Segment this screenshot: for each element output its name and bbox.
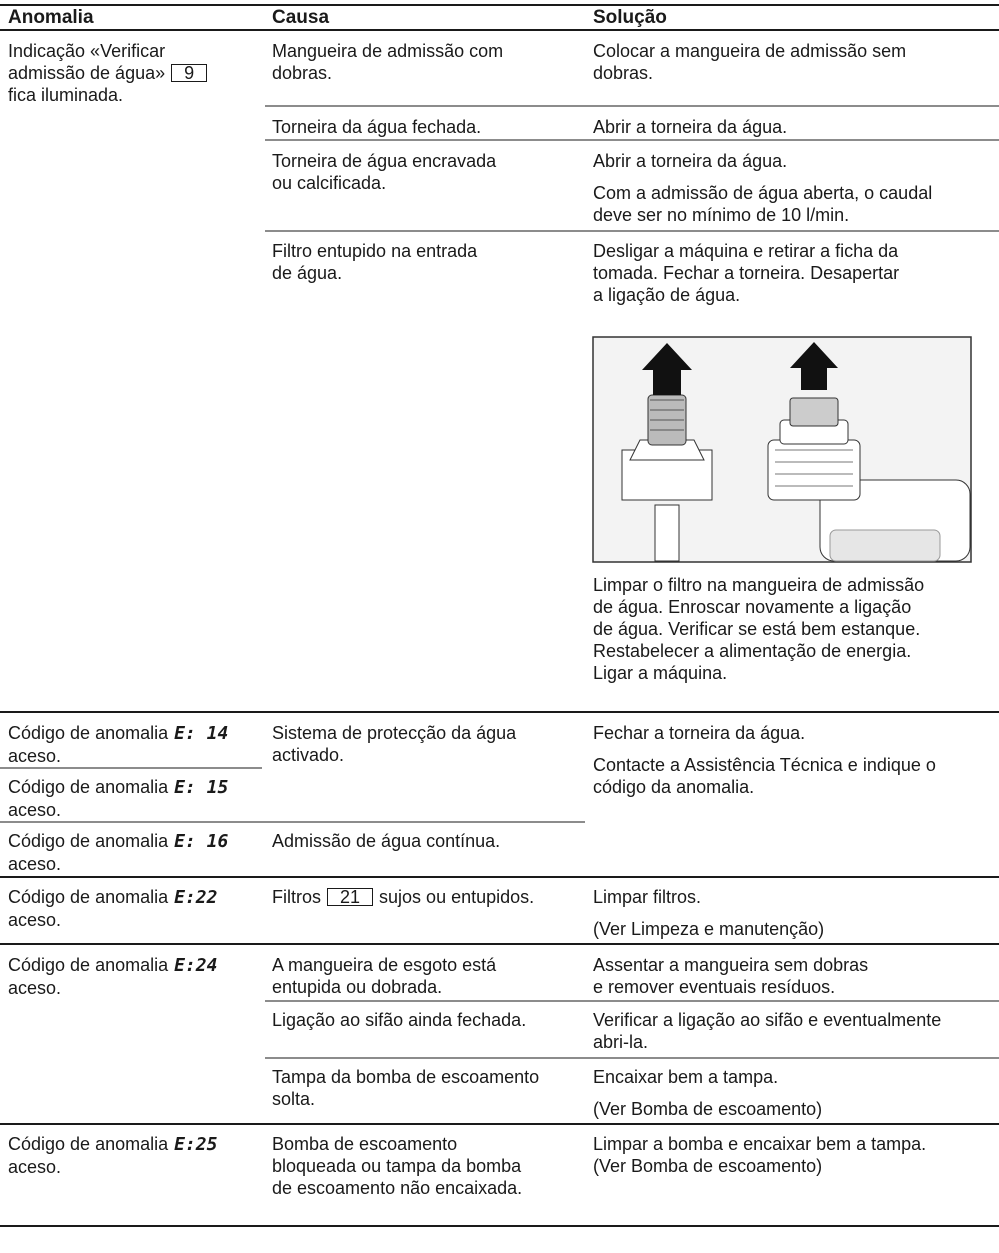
solution: Fechar a torneira da água.: [593, 723, 806, 743]
solution: Contacte a Assistência Técnica e indique…: [593, 755, 936, 797]
cause: Torneira de água encravada ou calcificad…: [272, 151, 497, 193]
anomaly-text: Código de anomalia: [8, 831, 169, 851]
anomaly-text: aceso.: [8, 978, 62, 998]
anomaly-text: Código de anomalia: [8, 1134, 169, 1154]
cause: Tampa da bomba de escoamento solta.: [272, 1067, 540, 1109]
error-code: E: 15: [174, 777, 229, 798]
column-header: Solução: [593, 7, 667, 28]
error-code: E:22: [174, 887, 218, 908]
solution: Verificar a ligação ao sifão e eventualm…: [593, 1010, 942, 1052]
reference: 9: [171, 64, 208, 82]
anomaly-text: Indicação «Verificar admissão de água»: [8, 41, 166, 83]
column-header: Causa: [272, 7, 330, 28]
anomaly: Código de anomalia E: 15 aceso.: [8, 776, 228, 821]
cause: Filtro entupido na entrada de água.: [272, 241, 478, 283]
reference: 21: [327, 888, 374, 906]
filter-illustration: [592, 336, 972, 563]
solution: (Ver Bomba de escoamento): [593, 1099, 823, 1119]
anomaly-text: fica iluminada.: [8, 85, 124, 105]
anomaly: Código de anomalia E: 16 aceso.: [8, 830, 228, 875]
cause: Ligação ao sifão ainda fechada.: [272, 1010, 527, 1030]
cause-text: Filtros: [272, 887, 321, 907]
solution: Abrir a torneira da água.: [593, 151, 788, 171]
anomaly: Código de anomalia E:24 aceso.: [8, 954, 217, 999]
solution: Assentar a mangueira sem dobras e remove…: [593, 955, 869, 997]
anomaly: Código de anomalia E: 14 aceso.: [8, 722, 228, 767]
anomaly-text: aceso.: [8, 854, 62, 874]
error-code: E:25: [174, 1134, 218, 1155]
anomaly-text: aceso.: [8, 746, 62, 766]
cause: Torneira da água fechada.: [272, 117, 482, 137]
anomaly-text: aceso.: [8, 910, 62, 930]
solution: Com a admissão de água aberta, o caudal …: [593, 183, 933, 225]
anomaly: Código de anomalia E:22 aceso.: [8, 886, 217, 931]
anomaly: Indicação «Verificar admissão de água» 9 …: [8, 40, 213, 106]
solution: Desligar a máquina e retirar a ficha da …: [593, 241, 900, 305]
anomaly-text: Código de anomalia: [8, 777, 169, 797]
solution: Encaixar bem a tampa.: [593, 1067, 779, 1087]
error-code: E:24: [174, 955, 218, 976]
anomaly-text: aceso.: [8, 800, 62, 820]
cause: A mangueira de esgoto está entupida ou d…: [272, 955, 497, 997]
cause: Admissão de água contínua.: [272, 831, 501, 851]
solution: Limpar a bomba e encaixar bem a tampa. (…: [593, 1134, 927, 1176]
solution: (Ver Limpeza e manutenção): [593, 919, 825, 939]
anomaly-text: Código de anomalia: [8, 887, 169, 907]
column-header: Anomalia: [8, 7, 94, 28]
cause: Filtros 21 sujos ou entupidos.: [272, 886, 534, 908]
cause-text: sujos ou entupidos.: [379, 887, 535, 907]
error-code: E: 16: [174, 831, 229, 852]
solution: Colocar a mangueira de admissão sem dobr…: [593, 41, 907, 83]
solution: Limpar o filtro na mangueira de admissão…: [593, 575, 925, 683]
cause: Bomba de escoamento bloqueada ou tampa d…: [272, 1134, 523, 1198]
error-code: E: 14: [174, 723, 229, 744]
solution: Limpar filtros.: [593, 887, 702, 907]
cause: Sistema de protecção da água activado.: [272, 723, 517, 765]
solution: Abrir a torneira da água.: [593, 117, 788, 137]
anomaly-text: aceso.: [8, 1157, 62, 1177]
anomaly: Código de anomalia E:25 aceso.: [8, 1133, 217, 1178]
anomaly-text: Código de anomalia: [8, 955, 169, 975]
cause: Mangueira de admissão com dobras.: [272, 41, 504, 83]
anomaly-text: Código de anomalia: [8, 723, 169, 743]
